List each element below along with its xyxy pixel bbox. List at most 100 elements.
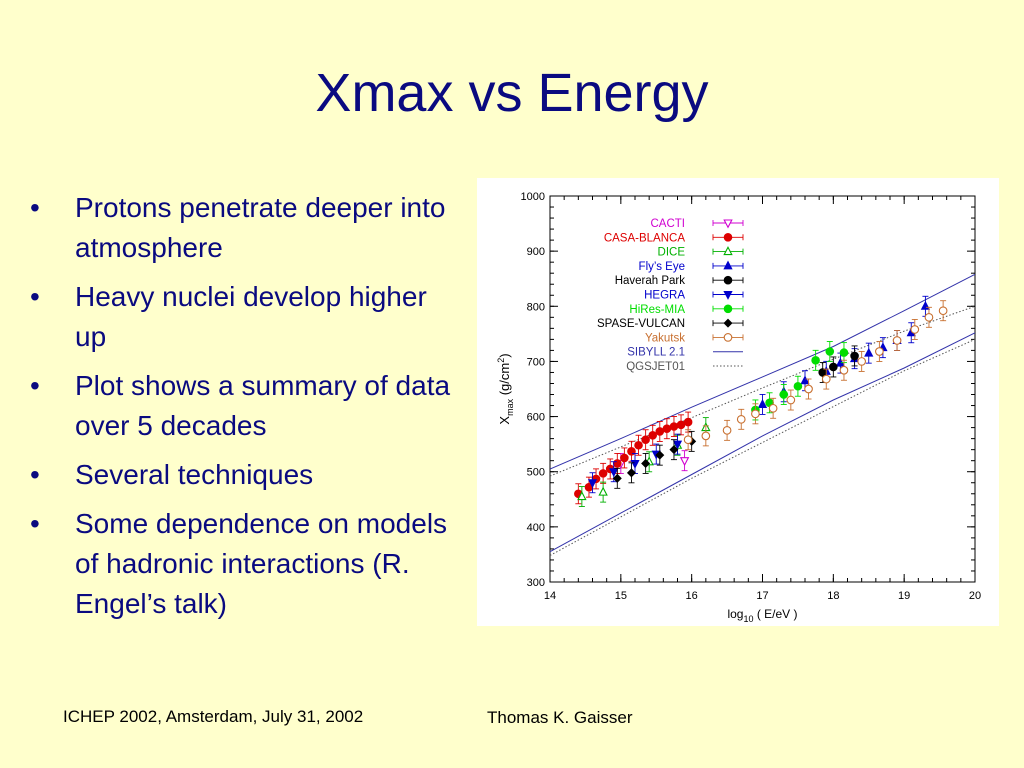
data-point-fly-s-eye bbox=[757, 399, 768, 408]
data-point-casa-blanca bbox=[641, 435, 650, 445]
y-tick-label: 400 bbox=[527, 522, 545, 534]
y-tick-label: 600 bbox=[527, 412, 545, 424]
legend-label-hires-mia: HiRes-MIA bbox=[629, 304, 685, 316]
legend-marker-spase-vulcan bbox=[723, 318, 733, 328]
data-point-casa-blanca bbox=[662, 424, 672, 434]
data-point-hegra bbox=[587, 479, 598, 489]
legend-marker-hires-mia bbox=[723, 304, 733, 314]
data-point-spase-vulcan bbox=[655, 450, 665, 460]
data-point-yakutsk bbox=[924, 312, 934, 322]
data-point-yakutsk bbox=[701, 431, 711, 441]
model-line-lower bbox=[550, 332, 975, 553]
data-point-casa-blanca bbox=[676, 420, 686, 430]
x-tick-label: 16 bbox=[686, 590, 698, 602]
legend-marker-haverah-park bbox=[723, 275, 733, 285]
data-point-dice bbox=[598, 486, 608, 496]
data-point-spase-vulcan bbox=[669, 445, 679, 455]
xmax-chart: 14 15 16 17 18 19 20 300 400 500 600 700 800 900 1000 l… bbox=[496, 191, 981, 624]
data-point-casa-blanca bbox=[634, 440, 643, 450]
plot-frame bbox=[549, 195, 976, 583]
data-point-yakutsk bbox=[786, 395, 796, 405]
legend-marker-casa-blanca bbox=[723, 233, 733, 242]
bullet-item: • Some dependence on models of hadronic i… bbox=[30, 504, 460, 624]
legend-marker-hegra bbox=[723, 291, 733, 300]
data-point-casa-blanca bbox=[627, 447, 636, 456]
data-point-yakutsk bbox=[938, 306, 948, 316]
bullet-item: • Plot shows a summary of data over 5 dec… bbox=[30, 366, 460, 446]
legend-label-spase-vulcan: SPASE-VULCAN bbox=[597, 318, 685, 330]
data-point-casa-blanca bbox=[598, 469, 608, 478]
y-tick-label: 700 bbox=[527, 356, 545, 368]
legend-label-haverah-park: Haverah Park bbox=[615, 275, 686, 287]
x-tick-label: 14 bbox=[544, 590, 556, 602]
data-point-yakutsk bbox=[804, 384, 813, 394]
model-line-upper bbox=[550, 305, 975, 477]
bullet-text: Heavy nuclei develop higher up bbox=[75, 281, 427, 352]
data-point-casa-blanca bbox=[612, 459, 622, 468]
y-tick-label: 300 bbox=[527, 577, 545, 589]
data-point-haverah-park bbox=[829, 362, 838, 372]
legend-label-dice: DICE bbox=[658, 247, 686, 259]
bullet-text: Plot shows a summary of data over 5 deca… bbox=[75, 370, 451, 441]
data-point-casa-blanca bbox=[683, 417, 693, 427]
bullet-list: • Protons penetrate deeper into atmospher… bbox=[30, 188, 460, 633]
data-point-yakutsk bbox=[839, 365, 849, 375]
y-axis-label: Xmax (g/cm2) bbox=[496, 353, 515, 424]
data-point-haverah-park bbox=[850, 351, 859, 361]
bullet-marker: • bbox=[30, 459, 40, 490]
data-point-fly-s-eye bbox=[800, 375, 810, 385]
x-axis-label: log10 ( E/eV ) bbox=[727, 607, 797, 624]
x-tick-label: 19 bbox=[898, 590, 910, 602]
bullet-item: • Protons penetrate deeper into atmospher… bbox=[30, 188, 460, 268]
x-tick-label: 15 bbox=[615, 590, 627, 602]
data-point-casa-blanca bbox=[620, 453, 629, 463]
xmax-plot-panel: 14 15 16 17 18 19 20 300 400 500 600 700 800 900 1000 l… bbox=[477, 178, 999, 626]
model-line-upper bbox=[550, 273, 975, 470]
data-point-casa-blanca bbox=[655, 427, 665, 436]
legend-marker-dice bbox=[723, 246, 733, 256]
legend-label-cacti: CACTI bbox=[651, 218, 686, 230]
y-tick-label: 800 bbox=[527, 301, 545, 313]
data-point-hires-mia bbox=[779, 390, 789, 399]
legend-marker-yakutsk bbox=[723, 333, 733, 342]
data-point-hires-mia bbox=[825, 347, 835, 356]
bullet-text: Several techniques bbox=[75, 459, 314, 490]
data-point-spase-vulcan bbox=[641, 458, 651, 468]
data-point-hires-mia bbox=[793, 381, 803, 391]
data-point-yakutsk bbox=[751, 409, 760, 419]
data-point-hires-mia bbox=[811, 356, 820, 365]
legend-label-casa-blanca: CASA-BLANCA bbox=[604, 232, 685, 244]
data-point-yakutsk bbox=[736, 414, 746, 424]
y-tick-label: 900 bbox=[527, 246, 545, 258]
model-line-lower bbox=[550, 338, 975, 556]
data-point-casa-blanca bbox=[648, 431, 658, 440]
bullet-text: Some dependence on models of hadronic in… bbox=[75, 508, 448, 619]
data-point-casa-blanca bbox=[669, 422, 679, 431]
data-point-cacti bbox=[679, 457, 690, 467]
footer-conference: ICHEP 2002, Amsterdam, July 31, 2002 bbox=[63, 707, 364, 726]
legend-label-fly-s-eye: Fly’s Eye bbox=[639, 261, 685, 273]
data-point-yakutsk bbox=[683, 435, 693, 445]
slide-title: Xmax vs Energy bbox=[315, 63, 709, 123]
data-point-yakutsk bbox=[875, 347, 884, 356]
footer-author: Thomas K. Gaisser bbox=[487, 708, 633, 727]
data-point-yakutsk bbox=[722, 426, 732, 435]
x-tick-label: 18 bbox=[827, 590, 839, 602]
legend-label-qgsjet01: QGSJET01 bbox=[626, 361, 685, 373]
legend-label-hegra: HEGRA bbox=[644, 290, 685, 302]
x-tick-label: 20 bbox=[969, 590, 981, 602]
bullet-marker: • bbox=[30, 508, 40, 539]
legend-marker-fly-s-eye bbox=[723, 260, 733, 270]
data-point-fly-s-eye bbox=[864, 347, 874, 357]
data-point-dice bbox=[577, 491, 587, 501]
data-point-hegra bbox=[609, 468, 619, 478]
data-point-spase-vulcan bbox=[612, 473, 622, 483]
legend-label-yakutsk: Yakutsk bbox=[645, 332, 685, 344]
data-point-yakutsk bbox=[768, 403, 778, 413]
data-point-hegra bbox=[630, 459, 640, 469]
bullet-item: • Heavy nuclei develop higher up bbox=[30, 277, 460, 357]
data-point-yakutsk bbox=[821, 374, 831, 384]
bullet-item: • Several techniques bbox=[30, 455, 460, 495]
y-tick-label: 500 bbox=[527, 467, 545, 479]
bullet-marker: • bbox=[30, 370, 40, 401]
